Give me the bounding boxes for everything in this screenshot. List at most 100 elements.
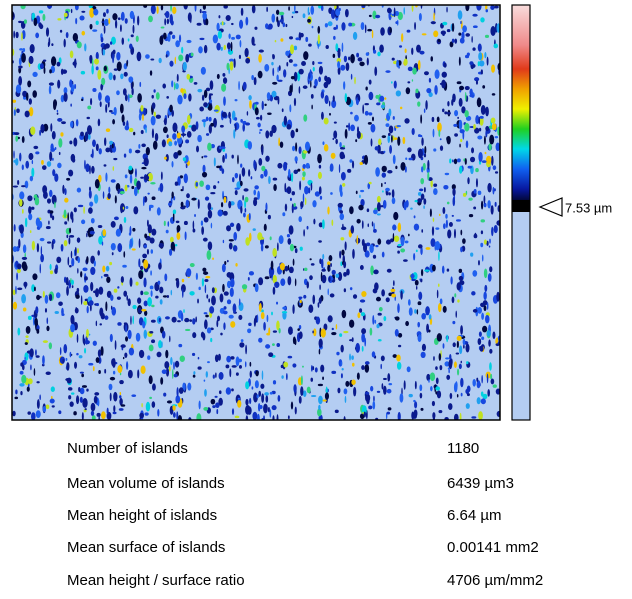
- island: [280, 364, 284, 369]
- island: [106, 8, 109, 14]
- island: [240, 206, 243, 214]
- island: [251, 5, 256, 14]
- island: [218, 371, 224, 380]
- island: [96, 302, 100, 307]
- island: [25, 335, 29, 338]
- island: [103, 164, 107, 167]
- island: [432, 412, 436, 419]
- island: [306, 225, 309, 230]
- island: [432, 217, 435, 222]
- island: [343, 288, 347, 293]
- island: [375, 167, 380, 177]
- island: [277, 66, 279, 73]
- island: [21, 185, 26, 188]
- island: [374, 66, 378, 77]
- island: [41, 159, 44, 165]
- island: [404, 166, 407, 173]
- island: [48, 37, 51, 47]
- island: [324, 392, 330, 400]
- island: [263, 223, 267, 232]
- island: [420, 246, 423, 255]
- island: [284, 265, 289, 272]
- island: [278, 235, 284, 245]
- island: [62, 184, 65, 195]
- island: [12, 246, 18, 252]
- island: [266, 6, 268, 12]
- island: [98, 370, 101, 375]
- island: [142, 196, 145, 207]
- island: [223, 306, 227, 310]
- island: [178, 34, 182, 43]
- island: [343, 261, 347, 269]
- island: [131, 87, 134, 96]
- island: [391, 81, 393, 84]
- island: [112, 411, 117, 415]
- island: [390, 134, 393, 143]
- island: [275, 9, 280, 15]
- island: [36, 381, 40, 384]
- island: [490, 25, 496, 36]
- island: [89, 165, 91, 175]
- island: [456, 282, 461, 291]
- island: [279, 262, 285, 271]
- island: [460, 138, 463, 143]
- island: [63, 87, 68, 94]
- map-frame: [11, 4, 501, 421]
- island: [182, 61, 187, 71]
- island: [459, 143, 461, 148]
- island: [256, 394, 259, 399]
- island: [253, 159, 256, 170]
- island: [351, 362, 355, 367]
- island: [76, 352, 79, 356]
- island: [290, 172, 294, 183]
- island: [239, 342, 245, 348]
- island: [189, 291, 195, 296]
- island: [147, 355, 151, 360]
- island: [307, 6, 310, 16]
- island: [228, 314, 234, 319]
- island: [363, 154, 369, 165]
- island: [67, 256, 70, 266]
- island: [448, 368, 450, 374]
- island: [352, 31, 358, 40]
- island: [379, 44, 384, 53]
- island: [496, 410, 500, 417]
- island: [164, 18, 167, 26]
- island: [469, 88, 473, 96]
- island: [477, 338, 482, 345]
- island: [475, 115, 480, 125]
- island: [464, 158, 467, 165]
- island: [121, 37, 125, 45]
- island: [388, 192, 391, 196]
- island: [358, 204, 364, 211]
- island: [433, 148, 437, 152]
- island: [335, 43, 339, 52]
- island: [141, 308, 147, 312]
- island: [84, 408, 87, 411]
- island: [86, 256, 89, 264]
- island: [15, 31, 19, 39]
- island: [228, 111, 231, 119]
- colorbar-threshold: [512, 200, 530, 212]
- island: [222, 283, 225, 293]
- island: [371, 29, 374, 39]
- island: [424, 145, 427, 154]
- island: [228, 242, 233, 250]
- island: [214, 395, 218, 398]
- island: [496, 291, 500, 302]
- island: [163, 392, 167, 397]
- island: [143, 291, 149, 295]
- island: [135, 281, 139, 286]
- island: [51, 215, 55, 221]
- island: [85, 335, 88, 345]
- island: [25, 325, 31, 334]
- island: [119, 391, 122, 396]
- island: [169, 335, 171, 343]
- island: [178, 387, 184, 394]
- island: [293, 45, 298, 51]
- island: [21, 294, 27, 304]
- island: [90, 402, 96, 412]
- island: [369, 327, 373, 336]
- island: [174, 181, 179, 186]
- island: [473, 188, 477, 194]
